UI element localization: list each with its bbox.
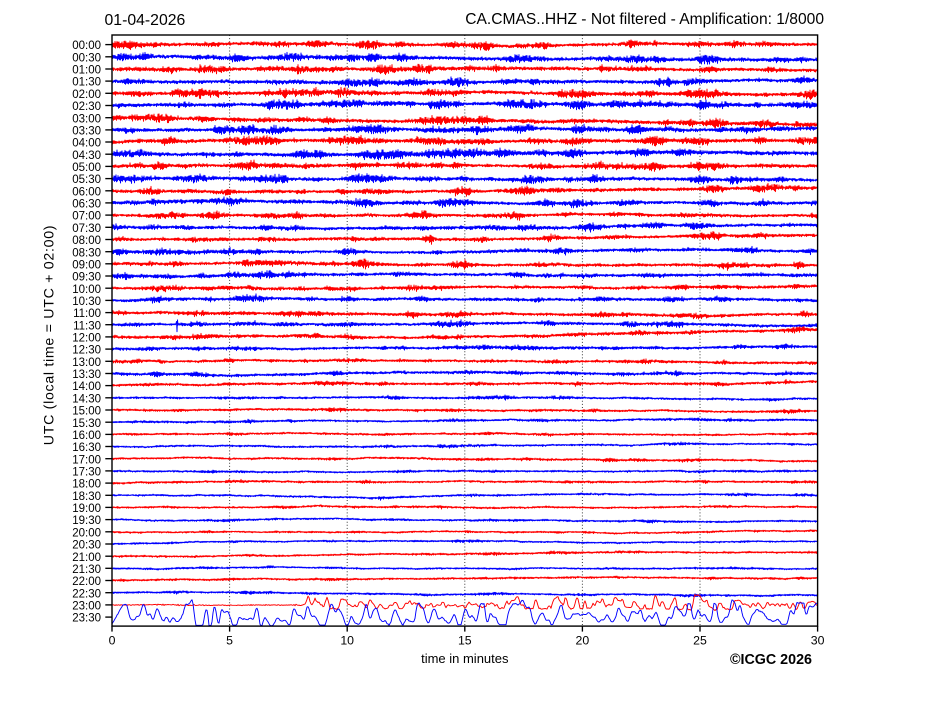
svg-text:15: 15 <box>458 634 472 648</box>
svg-text:21:00: 21:00 <box>72 552 101 564</box>
svg-text:13:00: 13:00 <box>72 357 101 369</box>
svg-text:©ICGC 2026: ©ICGC 2026 <box>730 652 812 668</box>
svg-text:11:30: 11:30 <box>73 320 101 332</box>
svg-text:02:30: 02:30 <box>72 101 101 113</box>
svg-text:0: 0 <box>109 634 116 648</box>
svg-text:06:30: 06:30 <box>72 199 101 211</box>
svg-text:14:00: 14:00 <box>72 381 101 393</box>
svg-text:00:30: 00:30 <box>72 52 101 64</box>
svg-text:09:00: 09:00 <box>72 259 101 271</box>
svg-text:20:30: 20:30 <box>72 540 101 552</box>
svg-text:20: 20 <box>576 634 590 648</box>
svg-text:25: 25 <box>693 634 707 648</box>
svg-text:12:30: 12:30 <box>72 345 101 357</box>
svg-text:13:30: 13:30 <box>72 369 101 381</box>
svg-text:03:00: 03:00 <box>72 113 101 125</box>
svg-text:10: 10 <box>340 634 354 648</box>
svg-text:00:00: 00:00 <box>72 40 101 52</box>
svg-text:04:30: 04:30 <box>72 150 101 162</box>
svg-text:21:30: 21:30 <box>72 564 101 576</box>
svg-text:17:30: 17:30 <box>72 467 101 479</box>
svg-text:06:00: 06:00 <box>72 186 101 198</box>
svg-text:03:30: 03:30 <box>72 126 101 138</box>
svg-text:05:00: 05:00 <box>72 162 101 174</box>
svg-text:18:00: 18:00 <box>72 479 101 491</box>
svg-text:19:00: 19:00 <box>72 503 101 515</box>
svg-text:15:00: 15:00 <box>72 406 101 418</box>
svg-text:09:30: 09:30 <box>72 272 101 284</box>
svg-text:07:00: 07:00 <box>72 211 101 223</box>
svg-text:23:00: 23:00 <box>72 601 101 613</box>
svg-text:08:30: 08:30 <box>72 247 101 259</box>
svg-text:time in minutes: time in minutes <box>421 651 509 666</box>
svg-text:07:30: 07:30 <box>72 223 101 235</box>
svg-text:02:00: 02:00 <box>72 89 101 101</box>
svg-text:17:00: 17:00 <box>72 454 101 466</box>
svg-text:18:30: 18:30 <box>72 491 101 503</box>
svg-text:CA.CMAS..HHZ - Not filtered -: CA.CMAS..HHZ - Not filtered - Amplificat… <box>465 11 824 28</box>
svg-text:08:00: 08:00 <box>72 235 101 247</box>
svg-text:22:30: 22:30 <box>72 588 101 600</box>
svg-text:UTC (local time = UTC + 02:00): UTC (local time = UTC + 02:00) <box>42 225 58 445</box>
svg-text:22:00: 22:00 <box>72 576 101 588</box>
svg-text:19:30: 19:30 <box>72 515 101 527</box>
svg-text:16:30: 16:30 <box>72 442 101 454</box>
svg-text:5: 5 <box>226 634 233 648</box>
svg-text:05:30: 05:30 <box>72 174 101 186</box>
svg-text:01:00: 01:00 <box>72 65 101 77</box>
svg-text:01:30: 01:30 <box>72 77 101 89</box>
svg-text:20:00: 20:00 <box>72 527 101 539</box>
svg-text:04:00: 04:00 <box>72 138 101 150</box>
svg-text:15:30: 15:30 <box>72 418 101 430</box>
svg-text:30: 30 <box>811 634 825 648</box>
svg-text:23:30: 23:30 <box>72 613 101 625</box>
svg-text:16:00: 16:00 <box>72 430 101 442</box>
svg-text:14:30: 14:30 <box>72 393 101 405</box>
svg-text:01-04-2026: 01-04-2026 <box>105 12 186 29</box>
svg-text:11:00: 11:00 <box>73 308 101 320</box>
svg-text:10:00: 10:00 <box>72 284 101 296</box>
svg-text:10:30: 10:30 <box>72 296 101 308</box>
svg-text:12:00: 12:00 <box>72 333 101 345</box>
